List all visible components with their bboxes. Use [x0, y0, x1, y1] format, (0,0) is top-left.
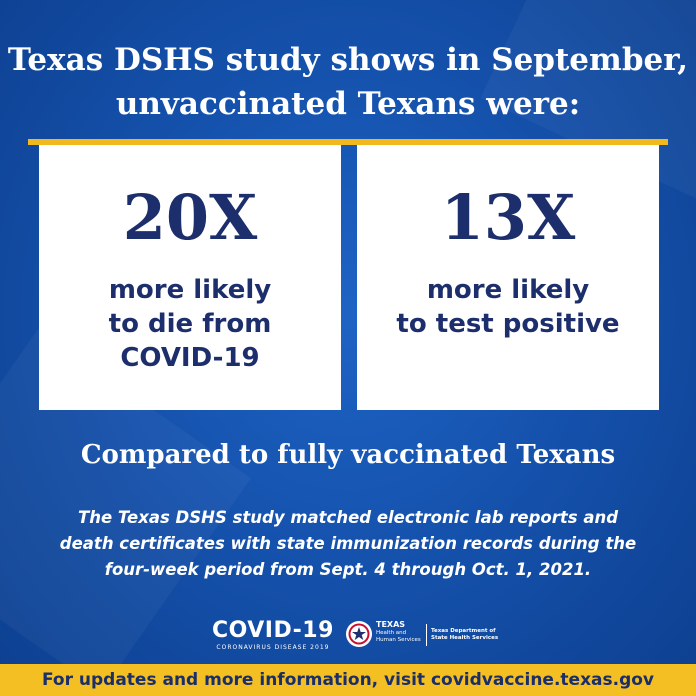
dshs-name: Texas Department of State Health Service… — [431, 628, 499, 641]
stat-card-death: 20X more likely to die from COVID-19 — [39, 145, 341, 410]
headline-line-1: Texas DSHS study shows in September, — [7, 42, 689, 78]
note-line-3: four-week period from Sept. 4 through Oc… — [104, 560, 592, 579]
logo-divider — [426, 624, 427, 646]
hhs-name-rest: Health and Human Services — [376, 630, 421, 643]
covid19-logo: COVID-19 CORONAVIRUS DISEASE 2019 — [212, 619, 334, 653]
covid19-logo-word: COVID-19 — [212, 618, 334, 643]
study-note: The Texas DSHS study matched electronic … — [40, 505, 656, 583]
stat-desc-line: to test positive — [396, 309, 620, 339]
texas-seal-icon — [346, 621, 372, 647]
headline: Texas DSHS study shows in September, unv… — [0, 38, 696, 126]
stat-desc-line: more likely — [108, 275, 272, 305]
stat-description: more likely to die from COVID-19 — [70, 273, 310, 375]
comparison-subheading: Compared to fully vaccinated Texans — [80, 440, 616, 470]
covid19-logo-subtitle: CORONAVIRUS DISEASE 2019 — [216, 644, 330, 651]
hhs-name-top: TEXAS — [376, 620, 406, 629]
note-line-1: The Texas DSHS study matched electronic … — [77, 508, 619, 527]
stat-value: 20X — [122, 181, 258, 254]
stat-description: more likely to test positive — [388, 273, 628, 341]
note-line-2: death certificates with state immunizati… — [59, 534, 637, 553]
stat-desc-line: more likely — [426, 275, 590, 305]
headline-line-2: unvaccinated Texans were: — [115, 86, 581, 122]
stat-value: 13X — [440, 181, 576, 254]
stat-card-positive: 13X more likely to test positive — [357, 145, 659, 410]
accent-divider — [28, 139, 668, 145]
stat-desc-line: COVID-19 — [120, 343, 260, 373]
hhs-name: TEXAS Health and Human Services — [376, 621, 424, 644]
stat-desc-line: to die from — [108, 309, 272, 339]
footer-banner: For updates and more information, visit … — [0, 664, 696, 696]
footer-text: For updates and more information, visit … — [41, 670, 655, 690]
